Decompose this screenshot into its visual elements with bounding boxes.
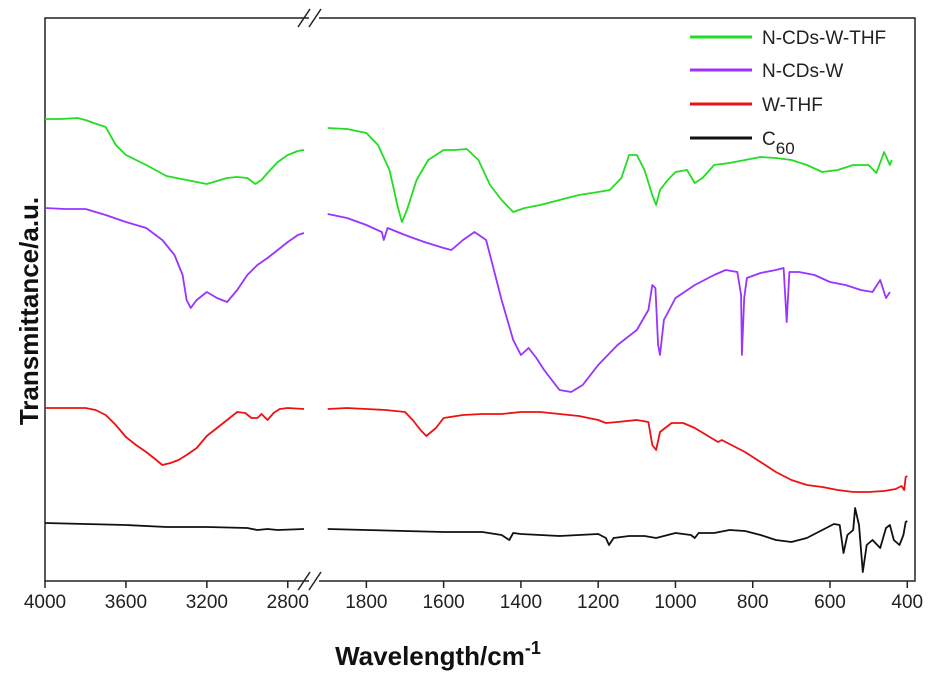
legend-label: N-CDs-W xyxy=(762,61,843,82)
y-axis-title: Transmittance/a.u. xyxy=(14,197,44,425)
series-line xyxy=(45,407,305,466)
legend: N-CDs-W-THF N-CDs-W W-THF C60 xyxy=(690,28,886,158)
legend-entry: C60 xyxy=(690,129,795,158)
x-tick-label: 4000 xyxy=(24,592,66,613)
series-line xyxy=(327,213,891,393)
x-tick-label: 1000 xyxy=(654,592,696,613)
series-n-cds-w-thf xyxy=(45,117,893,223)
series-c xyxy=(44,507,908,573)
x-tick-label: 800 xyxy=(737,592,769,613)
x-tick-label: 2800 xyxy=(267,592,309,613)
x-tick-label: 1200 xyxy=(577,592,619,613)
plot-border xyxy=(44,17,916,582)
series-line xyxy=(45,117,305,185)
series-n-cds-w xyxy=(44,207,891,393)
series-line xyxy=(327,127,893,223)
x-tick-label: 1400 xyxy=(500,592,542,613)
legend-entry: N-CDs-W xyxy=(690,61,843,82)
x-tick-label: 1800 xyxy=(345,592,387,613)
axis-break-bottom xyxy=(297,571,322,591)
series-line xyxy=(44,522,305,531)
legend-label: N-CDs-W-THF xyxy=(762,28,886,49)
series-line xyxy=(44,207,305,309)
legend-label: C60 xyxy=(762,129,795,158)
x-tick-label: 3600 xyxy=(105,592,147,613)
x-tick-label: 1600 xyxy=(422,592,464,613)
legend-label: W-THF xyxy=(762,95,823,116)
series-curves xyxy=(44,117,908,573)
x-tick-label: 3200 xyxy=(186,592,228,613)
x-tick-label: 600 xyxy=(814,592,846,613)
legend-entry: N-CDs-W-THF xyxy=(690,28,886,49)
axis-break-top xyxy=(297,8,322,28)
series-line xyxy=(327,407,908,493)
x-axis-title-main: Wavelength/cm xyxy=(335,641,525,671)
x-tick-label: 400 xyxy=(891,592,923,613)
x-axis-title-superscript: -1 xyxy=(525,638,541,658)
plot-frame xyxy=(44,8,916,591)
series-w-thf xyxy=(45,407,908,493)
x-axis-title: Wavelength/cm-1 xyxy=(335,638,541,671)
series-line xyxy=(327,507,908,573)
x-axis-ticks: 4000 3600 3200 2800 1800 1600 1400 1200 1000 800 6… xyxy=(24,581,923,613)
legend-entry: W-THF xyxy=(690,95,823,116)
